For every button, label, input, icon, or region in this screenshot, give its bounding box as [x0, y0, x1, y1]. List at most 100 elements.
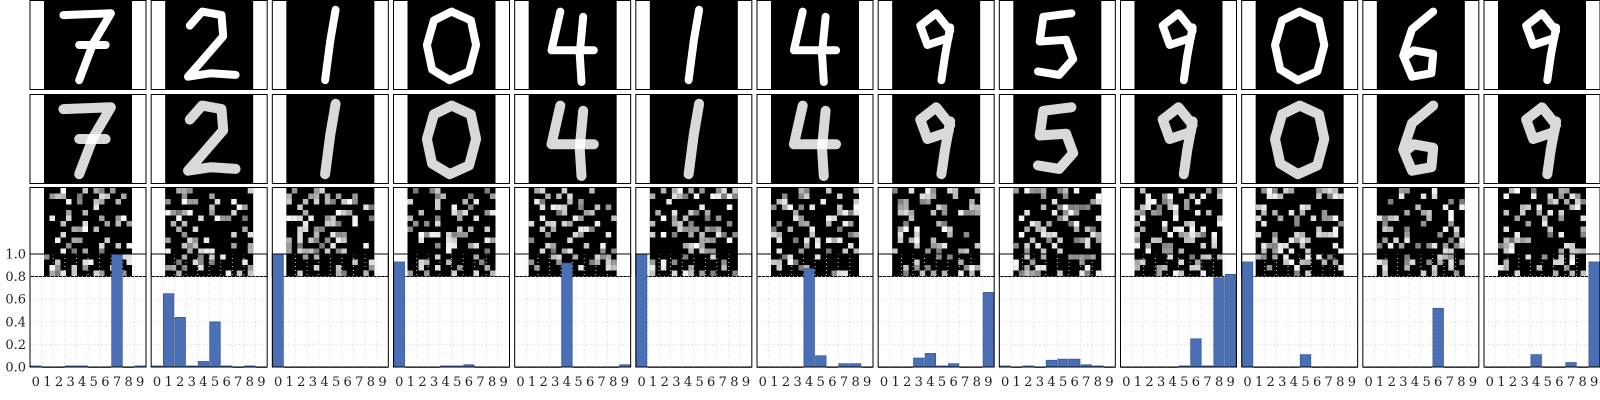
latent-pixel — [1564, 199, 1570, 205]
latent-pixel — [1503, 237, 1509, 243]
latent-pixel — [1261, 243, 1267, 249]
latent-pixel — [468, 193, 474, 199]
latent-pixel — [958, 259, 964, 265]
latent-pixel — [903, 265, 909, 271]
latent-pixel — [181, 193, 188, 199]
latent-pixel — [969, 270, 975, 276]
latent-pixel — [1503, 243, 1509, 249]
latent-pixel — [1151, 237, 1157, 243]
latent-pixel — [1569, 270, 1575, 276]
latent-pixel — [1057, 270, 1063, 276]
latent-pixel — [1151, 210, 1157, 216]
x-tick-label: 6 — [1071, 375, 1079, 390]
digit-stroke — [916, 9, 955, 85]
x-tick-label: 6 — [1313, 375, 1321, 390]
latent-pixel — [1178, 270, 1184, 276]
latent-pixel — [1040, 254, 1047, 260]
latent-pixel — [1442, 204, 1449, 210]
latent-pixel — [605, 232, 612, 238]
latent-pixel — [1305, 248, 1311, 254]
latent-pixel — [1283, 243, 1289, 249]
latent-pixel — [969, 204, 975, 210]
latent-pixel — [1029, 188, 1036, 194]
latent-pixel — [1051, 210, 1058, 216]
latent-pixel — [1288, 237, 1295, 243]
latent-pixel — [1084, 270, 1091, 276]
latent-pixel — [787, 204, 793, 210]
latent-pixel — [247, 248, 254, 254]
latent-pixel — [1338, 193, 1344, 199]
latent-pixel — [435, 254, 441, 260]
latent-pixel — [1431, 193, 1438, 199]
latent-pixel — [693, 226, 700, 232]
latent-code-panel — [271, 187, 389, 277]
latent-pixel — [1514, 270, 1520, 276]
reconstructed-digit-panel — [1362, 94, 1480, 184]
latent-pixel — [1569, 248, 1575, 254]
latent-pixel — [1459, 237, 1465, 243]
digit-stroke — [1157, 102, 1198, 180]
latent-pixel — [1134, 259, 1140, 265]
latent-pixel — [567, 248, 573, 254]
latent-pixel — [1398, 188, 1405, 194]
latent-pixel — [1079, 270, 1085, 276]
latent-pixel — [947, 226, 953, 232]
bar-class-0 — [635, 253, 648, 368]
x-tick-label: 0 — [1364, 375, 1372, 390]
chart-frame — [514, 253, 632, 368]
reconstructed-digit-panel — [1120, 94, 1237, 184]
latent-pixel — [1272, 188, 1278, 194]
chart-frame — [271, 253, 389, 368]
x-tick-label: 1 — [770, 375, 778, 390]
latent-pixel — [771, 226, 777, 232]
digit-image-background — [771, 1, 859, 89]
latent-pixel — [1310, 215, 1317, 221]
x-tick-label: 2 — [55, 375, 63, 390]
latent-pixel — [1189, 237, 1195, 243]
latent-pixel — [815, 243, 821, 249]
latent-pixel — [1398, 243, 1405, 249]
latent-pixel — [82, 210, 88, 216]
latent-pixel — [313, 248, 320, 254]
latent-pixel — [704, 237, 711, 243]
latent-pixel — [682, 254, 689, 260]
latent-pixel — [776, 248, 782, 254]
latent-pixel — [528, 237, 535, 243]
y-tick-label: 1.0 — [5, 248, 26, 263]
latent-pixel — [930, 270, 937, 276]
latent-pixel — [528, 259, 535, 265]
latent-pixel — [1051, 243, 1058, 249]
y-tick-label: 0.2 — [5, 338, 26, 353]
latent-pixel — [776, 199, 782, 205]
x-tick-label: 3 — [1036, 375, 1044, 390]
latent-pixel — [798, 204, 804, 210]
latent-pixel — [721, 232, 727, 238]
latent-pixel — [936, 248, 942, 254]
latent-pixel — [187, 243, 193, 249]
latent-pixel — [335, 193, 342, 199]
latent-pixel — [1134, 237, 1140, 243]
latent-pixel — [1442, 226, 1449, 232]
latent-pixel — [319, 188, 325, 194]
latent-code-panel — [756, 187, 874, 277]
latent-pixel — [104, 221, 110, 227]
x-tick-label: 6 — [465, 375, 473, 390]
latent-pixel — [1453, 226, 1460, 232]
latent-pixel — [446, 248, 452, 254]
x-tick-label: 3 — [66, 375, 74, 390]
latent-pixel — [1387, 243, 1394, 249]
latent-pixel — [903, 270, 909, 276]
latent-pixel — [782, 204, 788, 210]
x-tick-label: 2 — [540, 375, 548, 390]
latent-pixel — [561, 248, 568, 254]
latent-pixel — [1084, 204, 1091, 210]
latent-pixel — [930, 237, 937, 243]
latent-pixel — [313, 254, 320, 260]
latent-pixel — [60, 232, 66, 238]
latent-pixel — [1404, 188, 1410, 194]
latent-pixel — [176, 259, 182, 265]
latent-pixel — [837, 210, 843, 216]
chart-frame — [1483, 253, 1600, 368]
latent-pixel — [165, 210, 171, 216]
latent-pixel — [1095, 232, 1102, 238]
